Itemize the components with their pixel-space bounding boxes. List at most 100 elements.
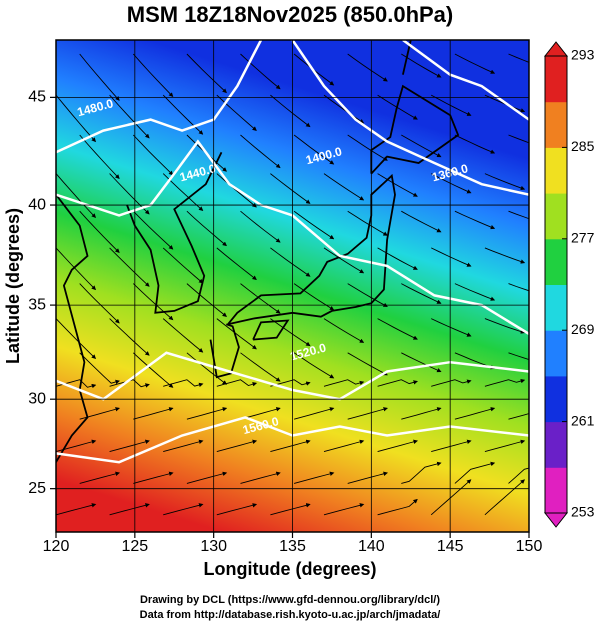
streamline bbox=[431, 318, 472, 337]
streamline bbox=[377, 94, 418, 120]
streamline bbox=[293, 352, 335, 379]
streamline bbox=[186, 283, 228, 317]
streamline bbox=[270, 247, 311, 277]
streamline bbox=[79, 471, 120, 484]
streamline bbox=[430, 94, 472, 116]
coastline bbox=[252, 319, 290, 341]
streamline bbox=[323, 247, 365, 274]
streamline bbox=[401, 134, 442, 158]
y-tick-label: 30 bbox=[28, 390, 46, 407]
colorbar-frame bbox=[544, 55, 568, 514]
x-tick-label: 150 bbox=[516, 538, 543, 555]
streamline bbox=[430, 479, 472, 516]
colorbar-segment bbox=[545, 467, 567, 514]
streamline bbox=[162, 247, 204, 284]
streamline bbox=[133, 407, 174, 420]
streamline bbox=[347, 134, 388, 161]
streamline bbox=[109, 439, 150, 453]
streamline bbox=[109, 503, 150, 516]
colorbar-tick-label: 253 bbox=[571, 504, 595, 520]
streamline bbox=[132, 134, 174, 176]
y-tick-label: 40 bbox=[28, 196, 46, 213]
footer-text: Drawing by DCL (https://www.gfd-dennou.o… bbox=[140, 594, 440, 606]
streamline bbox=[56, 247, 97, 291]
streamline bbox=[109, 318, 150, 356]
colorbar-tick-label: 261 bbox=[571, 412, 595, 428]
streamline bbox=[431, 439, 472, 453]
streamline bbox=[347, 471, 388, 484]
x-tick-label: 130 bbox=[200, 538, 227, 555]
streamline bbox=[216, 503, 258, 516]
streamline bbox=[79, 53, 120, 101]
y-tick-label: 45 bbox=[28, 89, 46, 106]
colorbar-arrow-bottom bbox=[543, 512, 569, 528]
x-tick-label: 135 bbox=[279, 538, 306, 555]
streamline bbox=[454, 210, 496, 230]
contour-line bbox=[291, 40, 529, 196]
streamline bbox=[323, 379, 365, 387]
streamline bbox=[270, 503, 311, 516]
streamline bbox=[293, 210, 335, 240]
coastline bbox=[56, 194, 89, 463]
streamline bbox=[484, 378, 526, 387]
streamline bbox=[240, 471, 281, 484]
streamline bbox=[347, 53, 388, 82]
streamline bbox=[132, 352, 174, 388]
streamline bbox=[240, 352, 281, 382]
y-tick-label: 25 bbox=[28, 480, 46, 497]
colorbar-segment bbox=[545, 421, 567, 468]
streamline bbox=[454, 461, 496, 484]
streamline bbox=[293, 134, 335, 165]
streamline bbox=[484, 318, 526, 334]
x-tick-label: 120 bbox=[43, 538, 70, 555]
streamline bbox=[377, 439, 418, 453]
streamline bbox=[186, 407, 228, 420]
streamline bbox=[454, 134, 496, 154]
coastline bbox=[209, 323, 240, 379]
x-tick-label: 145 bbox=[437, 538, 464, 555]
streamline bbox=[323, 94, 365, 124]
streamline bbox=[454, 283, 496, 301]
streamline bbox=[347, 283, 388, 307]
streamline bbox=[240, 210, 281, 243]
streamline bbox=[240, 134, 281, 169]
colorbar-segment bbox=[545, 330, 567, 377]
streamline bbox=[109, 247, 150, 287]
streamline bbox=[484, 173, 526, 191]
streamline bbox=[79, 352, 120, 385]
streamline bbox=[109, 94, 150, 139]
colorbar-segment bbox=[545, 375, 567, 423]
colorbar-tick-label: 269 bbox=[571, 321, 595, 337]
streamline bbox=[56, 318, 97, 360]
streamline bbox=[240, 53, 281, 90]
contour-line bbox=[56, 40, 263, 154]
streamline bbox=[132, 283, 174, 321]
streamline bbox=[186, 471, 228, 484]
colorbar-segment bbox=[545, 56, 567, 103]
streamline bbox=[377, 379, 418, 387]
streamline bbox=[484, 479, 525, 516]
streamline bbox=[377, 318, 418, 340]
streamline bbox=[270, 94, 311, 128]
streamline bbox=[186, 53, 227, 94]
streamline bbox=[323, 503, 365, 516]
streamline bbox=[454, 407, 496, 420]
streamline bbox=[163, 503, 204, 516]
streamline bbox=[79, 407, 120, 420]
streamline bbox=[162, 318, 204, 353]
chart-title: MSM 18Z18Nov2025 (850.0hPa) bbox=[127, 2, 454, 27]
streamline bbox=[323, 318, 365, 343]
streamline bbox=[377, 498, 418, 516]
streamline bbox=[240, 283, 281, 314]
streamline bbox=[186, 210, 227, 247]
streamline bbox=[216, 247, 257, 281]
streamline bbox=[132, 210, 174, 250]
streamline bbox=[216, 439, 258, 453]
x-tick-label: 140 bbox=[358, 538, 385, 555]
streamline bbox=[347, 407, 388, 420]
streamline bbox=[270, 318, 311, 347]
streamline bbox=[270, 173, 311, 204]
streamline bbox=[401, 407, 442, 420]
streamline bbox=[186, 352, 228, 385]
streamline bbox=[401, 283, 442, 304]
